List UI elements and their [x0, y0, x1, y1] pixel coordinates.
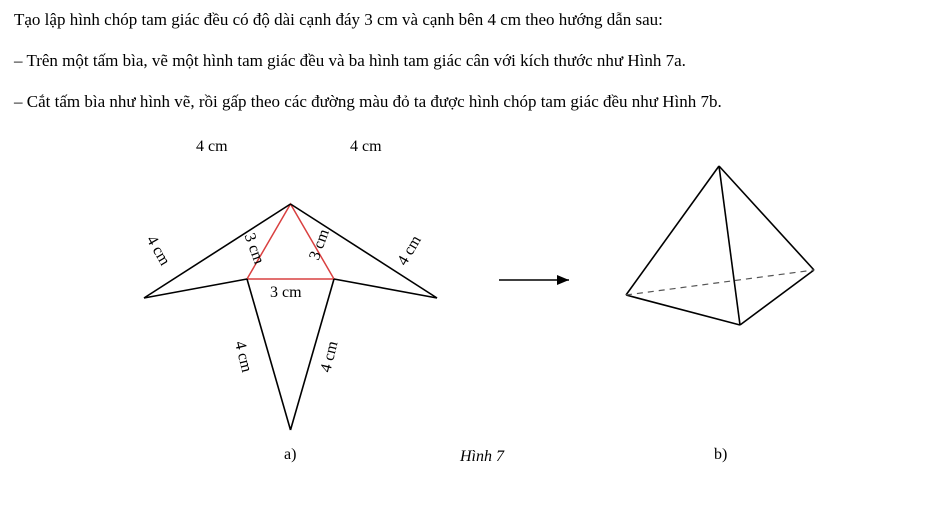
paragraph-3: – Cắt tấm bìa như hình vẽ, rồi gấp theo …	[14, 88, 932, 115]
figure-caption: Hình 7	[460, 444, 504, 470]
figure-label-a: a)	[284, 442, 296, 468]
paragraph-1: Tạo lập hình chóp tam giác đều có độ dài…	[14, 6, 932, 33]
label-4cm-top-left: 4 cm	[196, 134, 228, 160]
label-4cm-top-right: 4 cm	[350, 134, 382, 160]
figure-7: 4 cm 4 cm 4 cm 4 cm 4 cm 4 cm 3 cm 3 cm …	[14, 130, 934, 510]
paragraph-2: – Trên một tấm bìa, vẽ một hình tam giác…	[14, 47, 932, 74]
label-3cm-base: 3 cm	[270, 280, 302, 306]
figure-label-b: b)	[714, 442, 727, 468]
